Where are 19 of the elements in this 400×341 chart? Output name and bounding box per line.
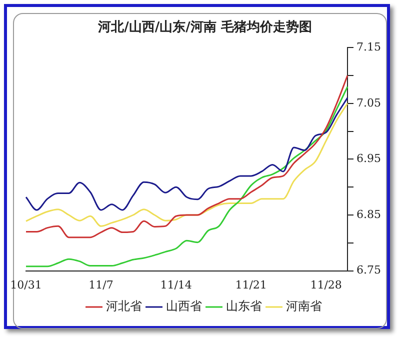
y-tick-label: 6.95 [356,152,382,166]
y-tick-label: 6.75 [356,264,382,277]
line-series [25,97,348,211]
x-tick-label: 11/28 [310,278,342,292]
y-tick-label: 6.85 [356,208,382,221]
line-series [25,74,348,238]
line-series [25,102,348,227]
x-tick-label: 11/14 [160,278,192,292]
y-tick-label: 7.15 [356,40,382,54]
legend-label: 山西省 [166,299,202,314]
x-tick-label: 11/21 [235,278,267,292]
x-tick-label: 11/7 [88,278,114,292]
legend-label: 河南省 [286,299,322,314]
y-tick-label: 7.05 [356,96,382,110]
line-series [25,86,348,268]
x-tick-label: 10/31 [10,278,42,292]
chart-title: 河北/山西/山东/河南 毛猪均价走势图 [97,19,312,36]
legend-label: 河北省 [106,299,142,314]
legend-label: 山东省 [226,299,262,314]
